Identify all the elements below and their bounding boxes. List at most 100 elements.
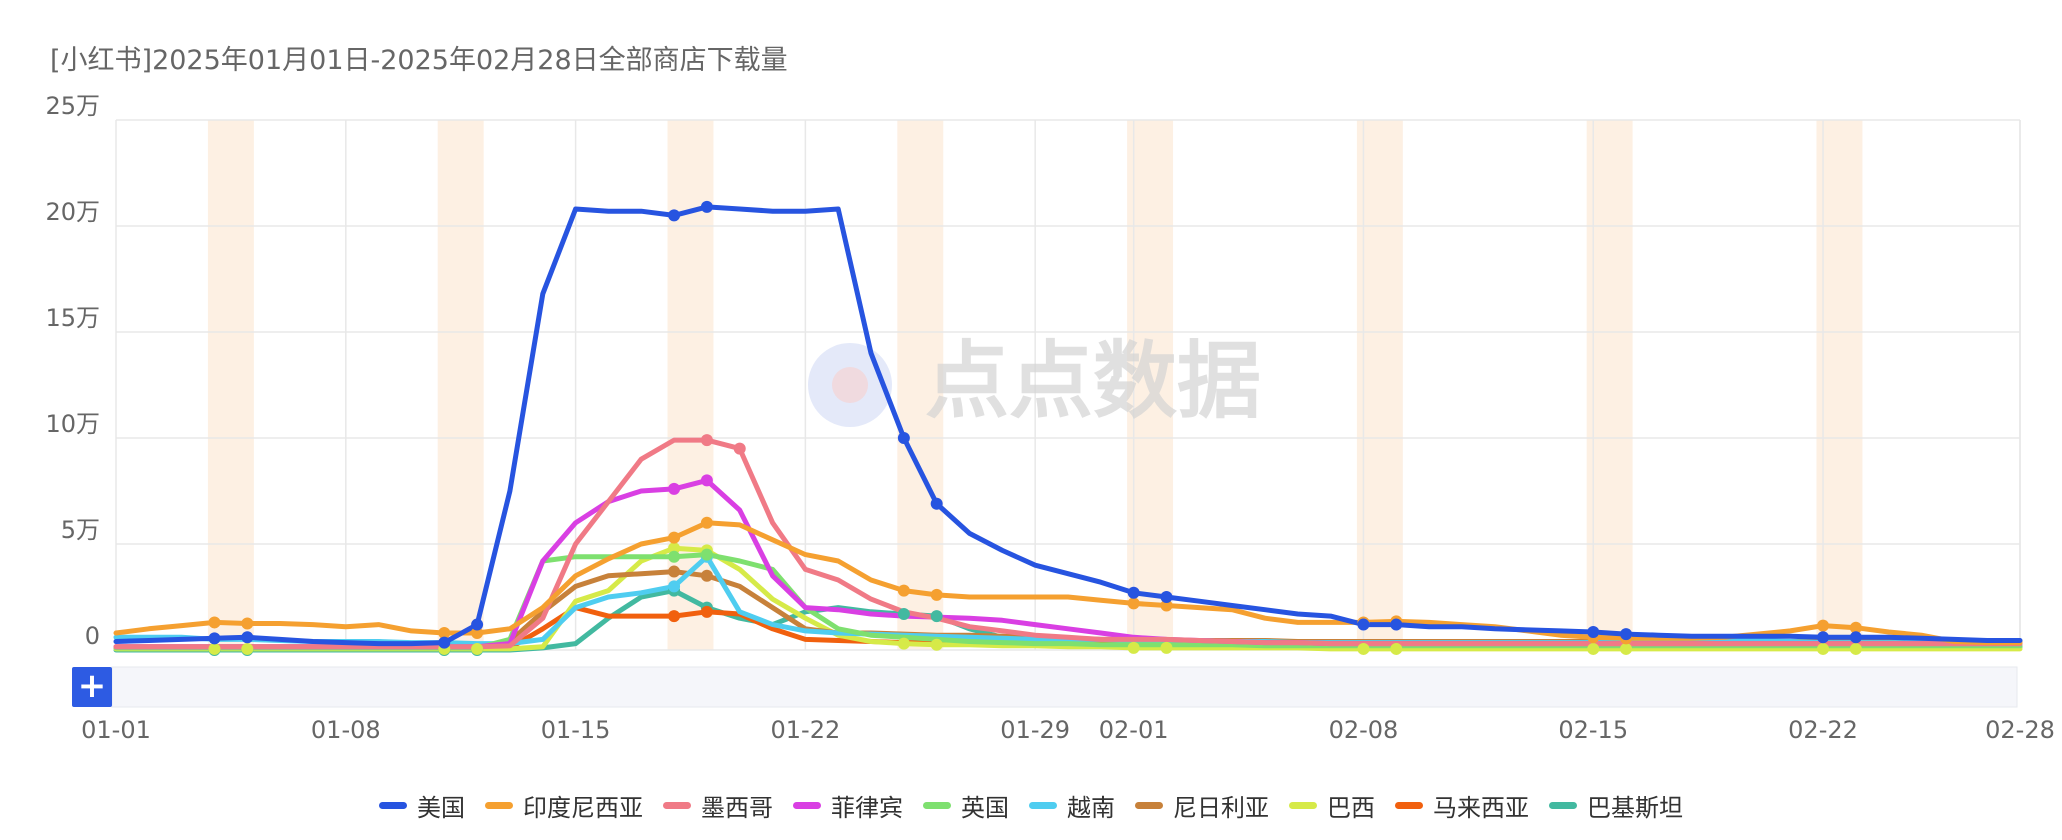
data-point-5[interactable] xyxy=(668,580,681,593)
data-point-7[interactable] xyxy=(241,642,254,655)
series-line-3[interactable] xyxy=(113,477,2023,650)
legend-item-9[interactable]: 巴基斯坦 xyxy=(1549,788,1683,823)
data-point-1[interactable] xyxy=(700,516,713,529)
legend-item-6[interactable]: 尼日利亚 xyxy=(1135,788,1269,823)
x-tick-label: 01-15 xyxy=(541,716,611,744)
data-point-0[interactable] xyxy=(1390,618,1403,631)
series-line-0[interactable] xyxy=(113,204,2023,647)
data-point-1[interactable] xyxy=(668,531,681,544)
legend-swatch xyxy=(1135,802,1163,809)
data-point-1[interactable] xyxy=(1817,619,1830,632)
weekend-band-7 xyxy=(1816,120,1863,650)
data-point-0[interactable] xyxy=(668,209,681,222)
legend-item-4[interactable]: 英国 xyxy=(923,788,1009,823)
x-tick-label: 02-28 xyxy=(1985,716,2055,744)
data-point-7[interactable] xyxy=(1390,642,1403,655)
weekend-band-0 xyxy=(207,120,254,650)
data-point-0[interactable] xyxy=(1587,625,1600,638)
data-point-2[interactable] xyxy=(733,442,746,455)
data-point-7[interactable] xyxy=(668,542,681,555)
data-point-4[interactable] xyxy=(700,548,713,561)
data-point-7[interactable] xyxy=(1587,642,1600,655)
data-point-3[interactable] xyxy=(668,482,681,495)
legend-item-8[interactable]: 马来西亚 xyxy=(1395,788,1529,823)
series-line-1[interactable] xyxy=(113,520,2023,646)
zoom-slider[interactable] xyxy=(111,666,2018,708)
line-chart: 点点数据 0 5万 10万 15万 20万 25万 01-01 01-08 01-15 01-2… xyxy=(45,92,2055,744)
data-point-4[interactable] xyxy=(668,550,681,563)
data-point-7[interactable] xyxy=(208,642,221,655)
legend-item-0[interactable]: 美国 xyxy=(379,788,465,823)
legend-item-5[interactable]: 越南 xyxy=(1029,788,1115,823)
legend-swatch xyxy=(1549,802,1577,809)
data-point-6[interactable] xyxy=(700,569,713,582)
data-point-2[interactable] xyxy=(700,434,713,447)
data-point-7[interactable] xyxy=(471,642,484,655)
data-point-0[interactable] xyxy=(208,632,221,645)
x-axis: 01-01 01-08 01-15 01-22 01-29 02-01 02-08 02-15… xyxy=(81,716,2055,744)
legend-item-3[interactable]: 菲律宾 xyxy=(793,788,903,823)
watermark-text: 点点数据 xyxy=(925,332,1261,430)
weekend-band-6 xyxy=(1586,120,1633,650)
data-point-0[interactable] xyxy=(700,200,713,213)
data-point-0[interactable] xyxy=(1127,586,1140,599)
legend-item-2[interactable]: 墨西哥 xyxy=(663,788,773,823)
x-tick-label: 01-01 xyxy=(81,716,151,744)
legend-label: 越南 xyxy=(1067,794,1115,822)
data-point-1[interactable] xyxy=(1127,597,1140,610)
weekend-band-3 xyxy=(897,120,944,650)
legend-swatch xyxy=(1395,802,1423,809)
legend-label: 巴西 xyxy=(1327,794,1375,822)
data-point-1[interactable] xyxy=(471,627,484,640)
data-point-9[interactable] xyxy=(897,607,910,620)
y-tick-label: 20万 xyxy=(45,198,100,226)
data-point-0[interactable] xyxy=(1849,631,1862,644)
weekend-band-5 xyxy=(1356,120,1403,650)
data-point-0[interactable] xyxy=(241,631,254,644)
data-point-1[interactable] xyxy=(1160,599,1173,612)
series-line-2[interactable] xyxy=(113,437,2023,650)
zoom-add-button[interactable]: + xyxy=(72,667,112,707)
data-point-1[interactable] xyxy=(438,627,451,640)
legend-item-1[interactable]: 印度尼西亚 xyxy=(485,788,643,823)
data-point-0[interactable] xyxy=(1357,618,1370,631)
data-point-7[interactable] xyxy=(1127,641,1140,654)
data-point-1[interactable] xyxy=(897,584,910,597)
data-point-0[interactable] xyxy=(438,636,451,649)
weekend-band-4 xyxy=(1127,120,1174,650)
data-point-8[interactable] xyxy=(700,605,713,618)
legend-item-7[interactable]: 巴西 xyxy=(1289,788,1375,823)
data-point-9[interactable] xyxy=(930,610,943,623)
data-point-1[interactable] xyxy=(241,617,254,630)
data-point-7[interactable] xyxy=(930,638,943,651)
data-point-0[interactable] xyxy=(1160,591,1173,603)
legend-label: 菲律宾 xyxy=(831,794,903,822)
data-point-7[interactable] xyxy=(1160,641,1173,654)
data-point-8[interactable] xyxy=(668,610,681,623)
legend-label: 美国 xyxy=(417,794,465,822)
data-point-0[interactable] xyxy=(1620,628,1633,641)
data-point-7[interactable] xyxy=(897,637,910,650)
data-point-7[interactable] xyxy=(1849,642,1862,655)
x-tick-label: 02-01 xyxy=(1099,716,1169,744)
legend-swatch xyxy=(1289,802,1317,809)
data-point-7[interactable] xyxy=(1817,642,1830,655)
data-point-3[interactable] xyxy=(700,474,713,487)
data-point-7[interactable] xyxy=(1620,642,1633,655)
data-point-1[interactable] xyxy=(208,616,221,629)
data-point-0[interactable] xyxy=(897,432,910,444)
data-point-0[interactable] xyxy=(471,618,484,631)
data-point-0[interactable] xyxy=(930,497,943,510)
chart-title: [小红书]2025年01月01日-2025年02月28日全部商店下载量 xyxy=(50,45,788,76)
data-point-7[interactable] xyxy=(1357,642,1370,655)
data-point-1[interactable] xyxy=(930,588,943,601)
y-axis: 0 5万 10万 15万 20万 25万 xyxy=(45,92,100,650)
x-tick-label: 02-15 xyxy=(1558,716,1628,744)
data-point-6[interactable] xyxy=(668,565,681,578)
x-tick-label: 01-22 xyxy=(771,716,841,744)
data-point-1[interactable] xyxy=(1849,621,1862,634)
legend-label: 墨西哥 xyxy=(701,794,773,822)
x-tick-label: 02-08 xyxy=(1329,716,1399,744)
data-point-0[interactable] xyxy=(1817,631,1830,644)
y-tick-label: 15万 xyxy=(45,304,100,332)
